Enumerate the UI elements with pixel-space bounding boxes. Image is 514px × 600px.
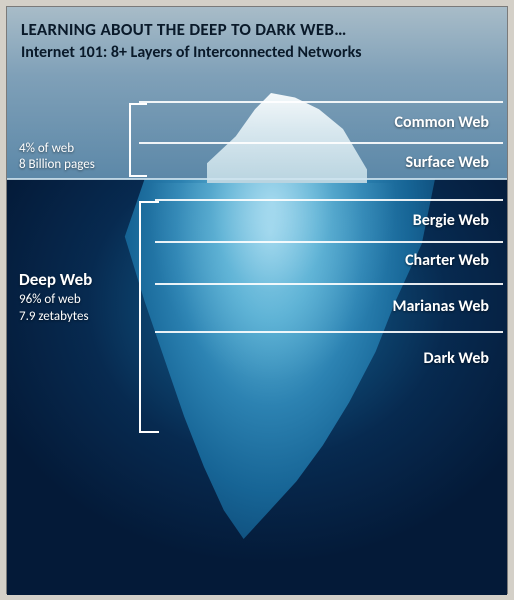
label-dark: Dark Web xyxy=(423,349,489,368)
deep-stat-1: 96% of web xyxy=(19,292,81,307)
deep-stat-2: 7.9 zetabytes xyxy=(19,309,89,324)
title-line-1: LEARNING ABOUT THE DEEP TO DARK WEB… xyxy=(21,19,347,40)
bracket-deep-group xyxy=(139,201,151,433)
surface-stats: 4% of web 8 Billion pages xyxy=(19,141,95,174)
line-dark xyxy=(155,331,503,333)
label-marianas: Marianas Web xyxy=(393,297,489,316)
line-charter xyxy=(155,241,503,243)
surface-stat-2: 8 Billion pages xyxy=(19,157,95,172)
label-charter: Charter Web xyxy=(405,251,489,270)
deep-heading: Deep Web xyxy=(19,269,92,290)
line-common xyxy=(139,101,503,103)
label-surface: Surface Web xyxy=(406,153,489,172)
label-common: Common Web xyxy=(395,113,489,132)
line-surface xyxy=(139,142,503,144)
waterline xyxy=(7,178,507,180)
surface-stat-1: 4% of web xyxy=(19,141,74,156)
line-bergie xyxy=(155,199,503,201)
line-marianas xyxy=(155,283,503,285)
label-bergie: Bergie Web xyxy=(413,211,489,230)
infographic-canvas: LEARNING ABOUT THE DEEP TO DARK WEB… Int… xyxy=(6,6,508,594)
bracket-surface-group xyxy=(129,103,139,177)
deep-stats: Deep Web 96% of web 7.9 zetabytes xyxy=(19,269,92,325)
title-line-2: Internet 101: 8+ Layers of Interconnecte… xyxy=(21,43,362,62)
